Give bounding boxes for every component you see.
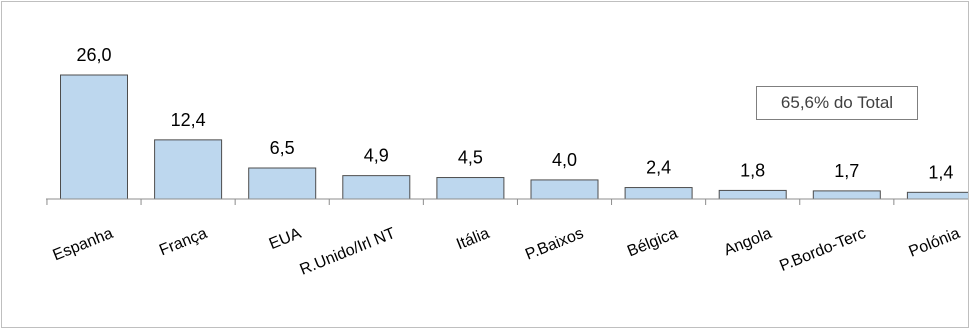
data-label-3: 6,5 — [270, 138, 295, 158]
category-label-9: P.Bordo-Terc — [777, 225, 868, 275]
bar-8 — [718, 189, 787, 200]
category-label-5: Itália — [454, 225, 492, 253]
bar-1 — [60, 74, 128, 200]
bar-10 — [906, 191, 968, 200]
data-label-10: 1,4 — [928, 162, 953, 182]
bar-7 — [624, 187, 693, 200]
data-label-8: 1,8 — [740, 160, 765, 180]
data-label-1: 26,0 — [76, 45, 111, 65]
bar-5 — [436, 177, 505, 200]
category-label-8: Angola — [722, 225, 775, 259]
total-annotation-box: 65,6% do Total — [756, 86, 918, 120]
data-label-5: 4,5 — [458, 148, 483, 168]
bar-6 — [530, 179, 599, 200]
category-label-10: Polónia — [907, 225, 963, 261]
data-label-9: 1,7 — [834, 161, 859, 181]
category-label-3: EUA — [267, 225, 304, 253]
category-label-4: R.Unido/Irl NT — [297, 225, 398, 279]
category-label-2: França — [157, 225, 210, 259]
data-label-4: 4,9 — [364, 146, 389, 166]
data-label-2: 12,4 — [171, 110, 206, 130]
data-label-6: 4,0 — [552, 150, 577, 170]
data-labels-group: 26,0 12,4 6,5 4,9 4,5 4,0 2,4 1,8 1,7 1,4 — [76, 45, 953, 182]
data-label-7: 2,4 — [646, 158, 671, 178]
category-label-6: P.Baixos — [523, 225, 586, 264]
bar-3 — [248, 167, 317, 200]
bar-2 — [154, 139, 223, 200]
bars-group — [60, 74, 968, 200]
bar-9 — [812, 190, 881, 200]
category-label-7: Bélgica — [625, 225, 680, 260]
category-label-1: Espanha — [51, 225, 116, 264]
total-annotation-text: 65,6% do Total — [780, 93, 894, 112]
x-axis — [46, 198, 968, 205]
bar-4 — [342, 175, 411, 200]
